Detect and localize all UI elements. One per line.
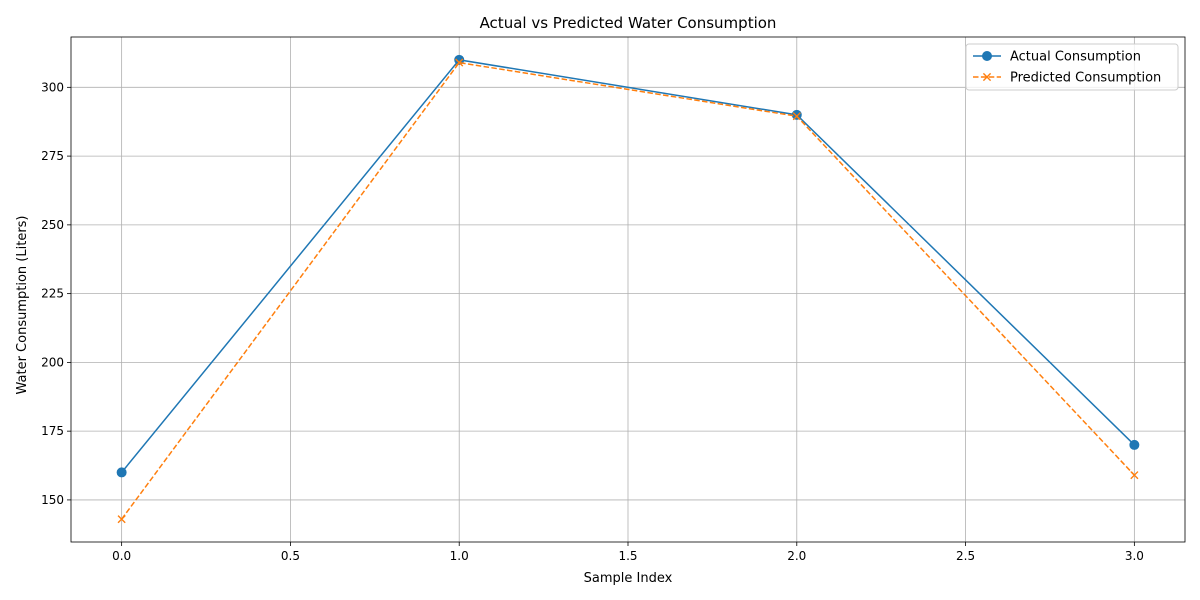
x-axis-label: Sample Index bbox=[584, 571, 673, 586]
x-tick-label: 1.0 bbox=[450, 549, 469, 563]
data-point bbox=[454, 54, 465, 65]
data-point bbox=[455, 58, 464, 67]
legend: Actual Consumption Predicted Consumption bbox=[965, 43, 1179, 91]
series-predicted bbox=[117, 58, 1139, 524]
y-tick-label: 275 bbox=[41, 149, 64, 163]
y-tick-label: 300 bbox=[41, 80, 64, 94]
legend-label: Actual Consumption bbox=[1010, 50, 1141, 65]
x-tick-label: 2.0 bbox=[787, 549, 806, 563]
x-axis-ticks: 0.0 0.5 1.0 1.5 2.0 2.5 3.0 bbox=[112, 542, 1144, 563]
series-layer bbox=[116, 54, 1140, 524]
y-tick-label: 225 bbox=[41, 287, 64, 301]
data-point bbox=[792, 112, 801, 121]
series-line bbox=[121, 59, 1135, 473]
series-line bbox=[121, 61, 1135, 520]
data-point bbox=[1129, 439, 1140, 450]
y-tick-label: 175 bbox=[41, 424, 64, 438]
legend-marker bbox=[982, 51, 992, 61]
data-point bbox=[117, 515, 126, 524]
chart-title: Actual vs Predicted Water Consumption bbox=[480, 14, 777, 32]
legend-label: Predicted Consumption bbox=[1010, 71, 1161, 86]
y-axis-label: Water Consumption (Liters) bbox=[15, 215, 30, 394]
data-point bbox=[116, 467, 127, 478]
data-point bbox=[791, 109, 802, 120]
x-tick-label: 0.0 bbox=[112, 549, 131, 563]
y-tick-label: 150 bbox=[41, 493, 64, 507]
series-actual bbox=[116, 54, 1140, 478]
legend-box bbox=[965, 43, 1179, 91]
y-tick-label: 250 bbox=[41, 218, 64, 232]
x-tick-label: 1.5 bbox=[618, 549, 637, 563]
x-tick-label: 2.5 bbox=[956, 549, 975, 563]
x-tick-label: 3.0 bbox=[1125, 549, 1144, 563]
x-tick-label: 0.5 bbox=[281, 549, 300, 563]
y-tick-label: 200 bbox=[41, 355, 64, 369]
legend-marker bbox=[982, 72, 992, 82]
data-point bbox=[1130, 471, 1139, 480]
y-axis-ticks: 150 175 200 225 250 275 300 bbox=[41, 80, 71, 507]
